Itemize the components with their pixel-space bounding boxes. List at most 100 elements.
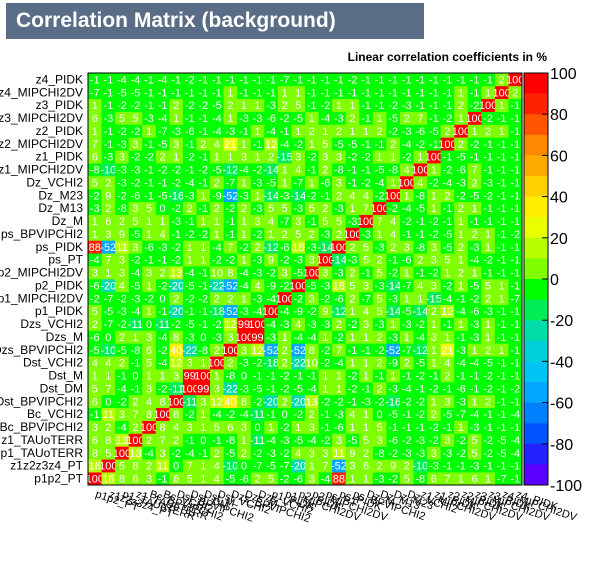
heatmap-cell	[88, 420, 102, 434]
cell-value-label: 1	[92, 126, 98, 138]
heatmap-cell	[427, 214, 441, 228]
heatmap-cell	[345, 420, 360, 434]
cell-value-label: -1	[361, 165, 371, 177]
cell-value-label: -1	[470, 371, 480, 383]
cell-value-label: -3	[388, 383, 398, 395]
cell-value-label: 2	[227, 293, 233, 305]
heatmap-cell	[427, 279, 441, 293]
cell-value-label: 11	[333, 448, 344, 460]
heatmap-cell	[345, 472, 360, 486]
cell-value-label: -4	[470, 255, 480, 267]
cell-value-label: 3	[119, 268, 125, 280]
cell-value-label: 1	[471, 345, 477, 357]
cell-value-label: -1	[497, 152, 507, 164]
colorbar-segment	[524, 176, 548, 197]
cell-value-label: 1	[390, 371, 396, 383]
heatmap-cell	[386, 201, 401, 215]
cell-value-label: -11	[155, 319, 170, 331]
heatmap-cell	[386, 472, 401, 486]
heatmap-cell	[359, 304, 374, 318]
heatmap-cell	[142, 382, 157, 396]
heatmap-cell	[332, 407, 346, 421]
heatmap-cell	[142, 459, 157, 473]
cell-value-label: -10	[100, 165, 116, 177]
cell-value-label: -2	[171, 203, 181, 215]
heatmap-cell	[237, 369, 252, 383]
cell-value-label: -2	[429, 177, 439, 189]
heatmap-cell	[427, 227, 441, 241]
cell-value-label: -1	[510, 474, 520, 486]
cell-value-label: -2	[239, 242, 249, 254]
cell-value-label: -5	[415, 203, 425, 215]
heatmap-cell	[508, 433, 523, 447]
heatmap-cell	[128, 227, 143, 241]
heatmap-cell	[332, 240, 346, 254]
cell-value-label: -11	[250, 409, 265, 421]
heatmap-cell	[169, 304, 184, 318]
heatmap-cell	[318, 240, 333, 254]
heatmap-cell	[305, 343, 319, 357]
cell-value-label: -5	[117, 87, 127, 99]
heatmap-cell	[88, 330, 102, 344]
cell-value-label: -1	[415, 229, 425, 241]
heatmap-cell	[264, 472, 279, 486]
heatmap-cell	[237, 433, 252, 447]
cell-value-label: 3	[227, 332, 233, 344]
cell-value-label: -5	[131, 280, 141, 292]
cell-value-label: 2	[377, 358, 383, 370]
colorbar-tick-label: 60	[550, 148, 568, 165]
cell-value-label: -7	[510, 293, 520, 305]
cell-value-label: 1	[241, 177, 247, 189]
cell-value-label: 2	[132, 396, 138, 408]
cell-value-label: 3	[132, 242, 138, 254]
heatmap-cell	[182, 317, 197, 331]
cell-value-label: 1	[200, 409, 206, 421]
heatmap-cell	[386, 317, 401, 331]
heatmap-cell	[318, 433, 333, 447]
cell-value-label: -11	[182, 396, 197, 408]
cell-value-label: 2	[377, 255, 383, 267]
cell-value-label: 7	[322, 461, 328, 473]
cell-value-label: -2	[320, 435, 330, 447]
cell-value-label: -2	[117, 100, 127, 112]
cell-value-label: 3	[431, 332, 437, 344]
cell-value-label: -2	[388, 448, 398, 460]
cell-value-label: -6	[90, 280, 100, 292]
cell-value-label: -2	[117, 396, 127, 408]
cell-value-label: -3	[266, 100, 276, 112]
heatmap-cell	[196, 382, 211, 396]
heatmap-cell	[277, 433, 292, 447]
heatmap-cell	[427, 446, 441, 460]
cell-value-label: 1	[431, 319, 437, 331]
cell-value-label: 6	[471, 474, 477, 486]
cell-value-label: -6	[239, 474, 249, 486]
heatmap-cell	[399, 201, 414, 215]
cell-value-label: 3	[173, 139, 179, 151]
heatmap-cell	[454, 369, 469, 383]
heatmap-cell	[210, 317, 224, 331]
heatmap-cell	[101, 433, 116, 447]
cell-value-label: -3	[131, 165, 141, 177]
heatmap-cell	[454, 214, 469, 228]
cell-value-label: 1	[377, 113, 383, 125]
heatmap-cell	[481, 279, 496, 293]
heatmap-cell	[277, 356, 292, 370]
heatmap-cell	[494, 394, 509, 409]
cell-value-label: -2	[90, 190, 100, 202]
cell-value-label: 4	[295, 319, 301, 331]
cell-value-label: -3	[470, 461, 480, 473]
cell-value-label: 3	[431, 255, 437, 267]
cell-value-label: 1	[458, 87, 464, 99]
heatmap-cell	[237, 240, 252, 254]
cell-value-label: -9	[266, 280, 276, 292]
cell-value-label: 1	[471, 203, 477, 215]
heatmap-cell	[440, 227, 455, 241]
cell-value-label: -1	[497, 165, 507, 177]
cell-value-label: 12	[211, 396, 223, 408]
cell-value-label: -3	[320, 280, 330, 292]
y-tick-label: Dst_BPVIPCHI2	[0, 394, 83, 408]
cell-value-label: 7	[92, 139, 98, 151]
heatmap-cell	[223, 304, 238, 318]
heatmap-cell	[332, 279, 346, 293]
cell-value-label: 10	[306, 358, 318, 370]
